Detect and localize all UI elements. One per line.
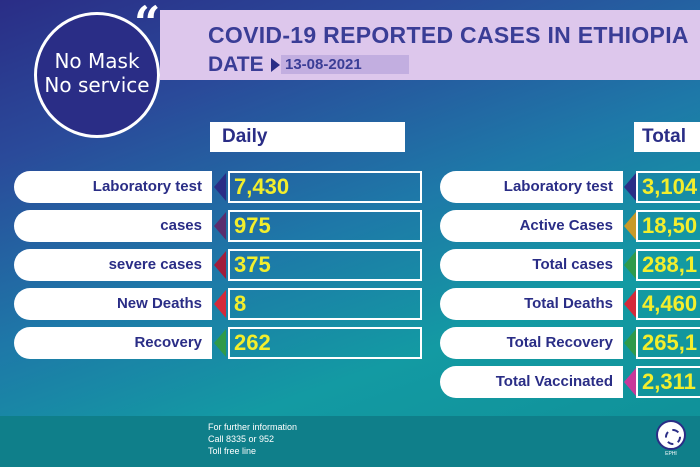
- stat-value: 7,430: [228, 171, 422, 203]
- stat-value: 262: [228, 327, 422, 359]
- stat-arrow-icon: [214, 212, 226, 240]
- stat-arrow-icon: [214, 329, 226, 357]
- footer-line1: For further information: [208, 422, 298, 432]
- stat-value: 3,104: [636, 171, 700, 203]
- stat-arrow-icon: [624, 368, 636, 396]
- stat-arrow-icon: [624, 173, 636, 201]
- date-label: DATE: [208, 53, 264, 76]
- badge-line1: No Mask: [54, 49, 140, 73]
- ministry-emblem-icon: [656, 420, 686, 450]
- stat-label: Recovery: [14, 327, 212, 359]
- title-banner: [160, 10, 700, 80]
- stat-label: severe cases: [14, 249, 212, 281]
- stat-value: 265,1: [636, 327, 700, 359]
- stat-value: 4,460: [636, 288, 700, 320]
- footer-line3: Toll free line: [208, 446, 257, 456]
- footer-line2: Call 8335 or 952: [208, 434, 275, 444]
- footer-info: For further information Call 8335 or 952…: [208, 421, 297, 457]
- stat-arrow-icon: [624, 329, 636, 357]
- stat-arrow-icon: [624, 251, 636, 279]
- stat-label: Total Recovery: [440, 327, 623, 359]
- page-title: COVID-19 REPORTED CASES IN ETHIOPIA: [208, 22, 689, 48]
- stat-label: Laboratory test: [440, 171, 623, 203]
- stat-label: New Deaths: [14, 288, 212, 320]
- stat-value: 375: [228, 249, 422, 281]
- badge-line2: No service: [44, 73, 150, 97]
- stat-arrow-icon: [214, 290, 226, 318]
- stat-value: 2,311: [636, 366, 700, 398]
- stat-label: cases: [14, 210, 212, 242]
- total-heading: Total: [634, 122, 700, 152]
- stat-label: Laboratory test: [14, 171, 212, 203]
- stat-value: 288,1: [636, 249, 700, 281]
- emblem-caption: EPHI: [665, 451, 677, 457]
- stat-label: Total cases: [440, 249, 623, 281]
- stat-value: 18,50: [636, 210, 700, 242]
- stat-label: Total Deaths: [440, 288, 623, 320]
- stat-arrow-icon: [214, 251, 226, 279]
- stat-arrow-icon: [624, 212, 636, 240]
- stat-value: 8: [228, 288, 422, 320]
- date-value: 13-08-2021: [281, 55, 409, 74]
- stat-arrow-icon: [624, 290, 636, 318]
- stat-label: Total Vaccinated: [440, 366, 623, 398]
- daily-heading: Daily: [210, 122, 405, 152]
- date-arrow-icon: [271, 58, 280, 72]
- no-mask-badge: No Mask No service: [34, 12, 160, 138]
- stat-arrow-icon: [214, 173, 226, 201]
- footer-bar: [0, 416, 700, 467]
- stat-value: 975: [228, 210, 422, 242]
- stat-label: Active Cases: [440, 210, 623, 242]
